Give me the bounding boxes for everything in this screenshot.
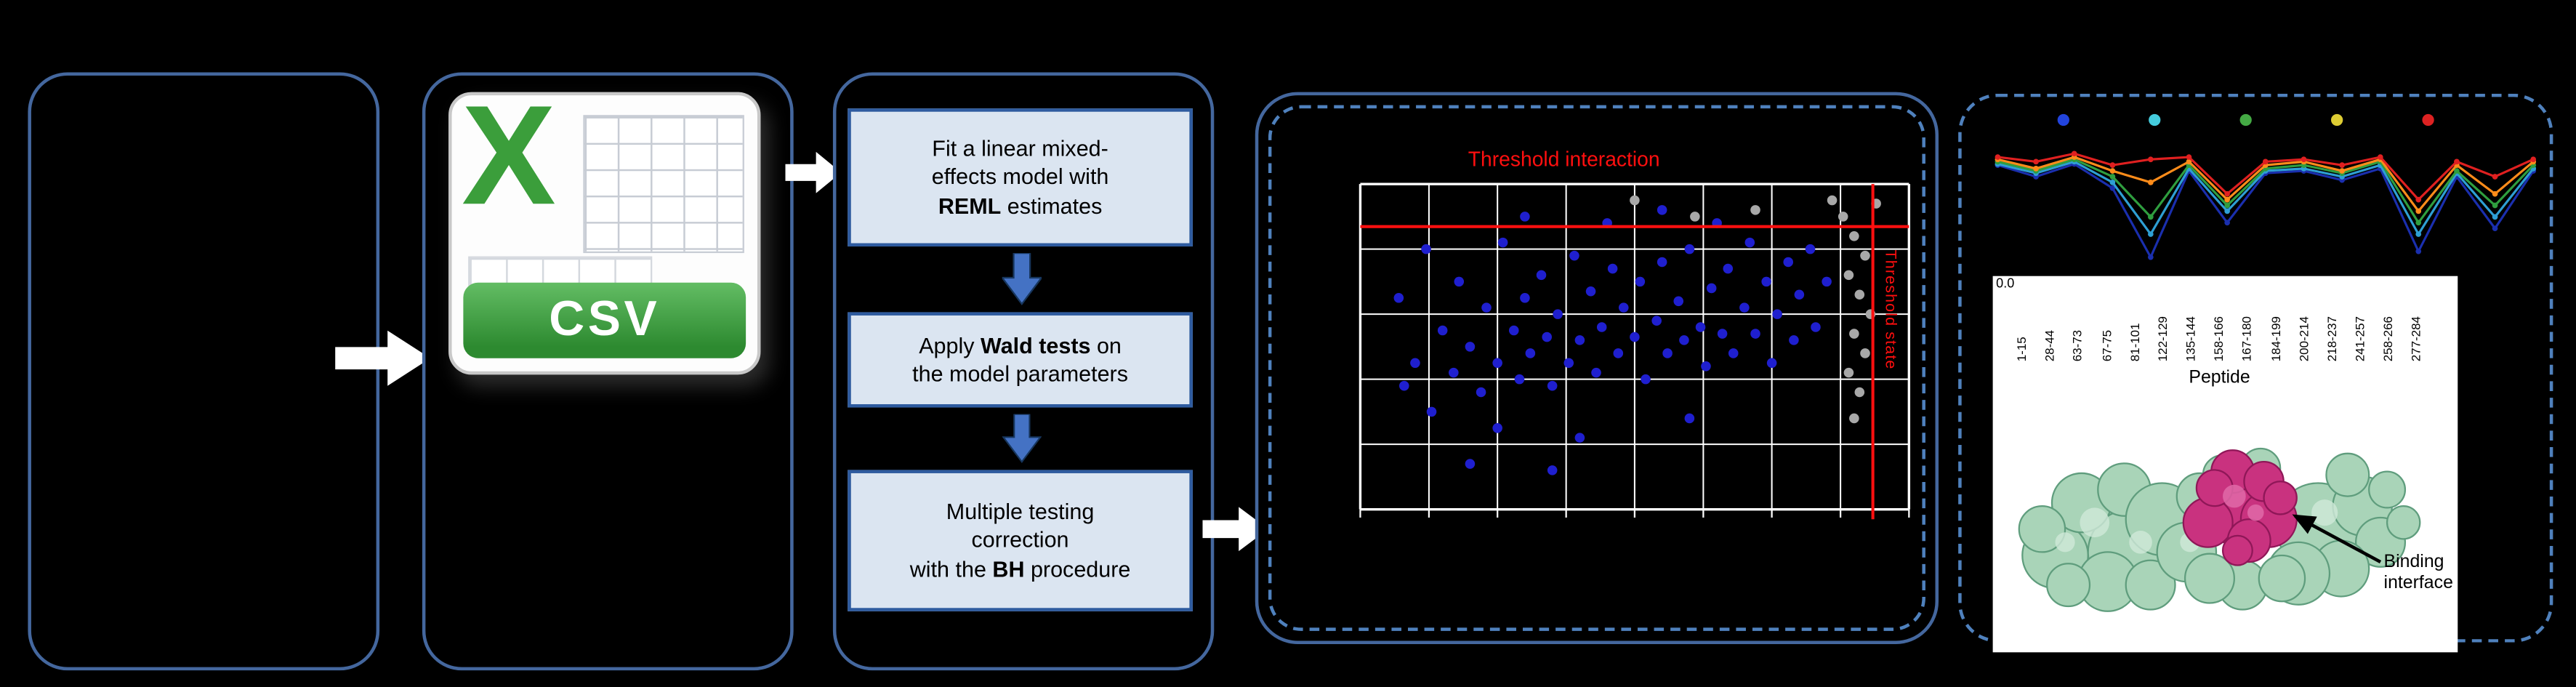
y-axis-tick-label: 0.0	[1996, 276, 2015, 292]
peptide-tick-label: 1-15	[2014, 337, 2029, 362]
peptide-tick-label: 200-214	[2296, 316, 2311, 362]
peptide-tick-label: 241-257	[2352, 316, 2368, 362]
scatter-threshold-interaction-label: Threshold interaction	[1468, 148, 1660, 172]
peptide-tick-label: 184-199	[2268, 316, 2283, 362]
peptide-tick-label: 258-266	[2380, 316, 2396, 362]
results-dashed-frame	[1268, 105, 1925, 631]
step-bh-correction-text: Multiple testing correction with the BH …	[909, 499, 1131, 582]
peptide-tick-label: 218-237	[2324, 316, 2340, 362]
threshold-scatter-plot	[1359, 182, 1911, 520]
binding-interface-arrow-icon	[2292, 514, 2382, 563]
peptide-tick-label: 81-101	[2127, 323, 2142, 362]
uptake-line-chart	[1995, 113, 2537, 260]
step-fit-lmm-text: Fit a linear mixed- effects model with R…	[931, 136, 1109, 218]
step-wald-tests: Apply Wald tests on the model parameters	[848, 312, 1193, 408]
binding-interface-label-line2: interface	[2384, 572, 2453, 592]
peptide-panel: 0.0 1-15 28-44 63-73 67-75 81-101 122-129 135-…	[1992, 276, 2458, 653]
input-panel	[28, 72, 380, 671]
down-arrow-1-icon	[1002, 253, 1042, 306]
excel-x-glyph: X	[462, 77, 556, 236]
step-bh-correction: Multiple testing correction with the BH …	[848, 470, 1193, 611]
peptide-axis-title: Peptide	[2189, 368, 2250, 388]
peptide-tick-label: 67-75	[2098, 329, 2114, 362]
peptide-tick-label: 167-180	[2239, 316, 2255, 362]
peptide-tick-label: 135-144	[2183, 316, 2199, 362]
peptide-tick-label: 158-166	[2211, 316, 2227, 362]
binding-interface-label-line1: Binding	[2384, 551, 2444, 571]
down-arrow-2-icon	[1002, 414, 1042, 464]
step-wald-tests-text: Apply Wald tests on the model parameters	[912, 333, 1128, 387]
csv-file-icon: X CSV	[448, 77, 761, 375]
protein-structure-image: Binding interface	[2018, 447, 2453, 612]
step-fit-lmm: Fit a linear mixed- effects model with R…	[848, 108, 1193, 247]
spreadsheet-grid-icon	[583, 115, 744, 254]
peptide-tick-label: 63-73	[2070, 329, 2085, 362]
scatter-threshold-state-label: Threshold state	[1880, 249, 1899, 370]
peptide-tick-label: 122-129	[2155, 316, 2170, 362]
peptide-axis: 1-15 28-44 63-73 67-75 81-101 122-129 135-144 1…	[2014, 279, 2424, 362]
peptide-tick-label: 277-284	[2409, 316, 2424, 362]
peptide-tick-label: 28-44	[2042, 329, 2058, 362]
csv-banner-label: CSV	[463, 282, 746, 358]
